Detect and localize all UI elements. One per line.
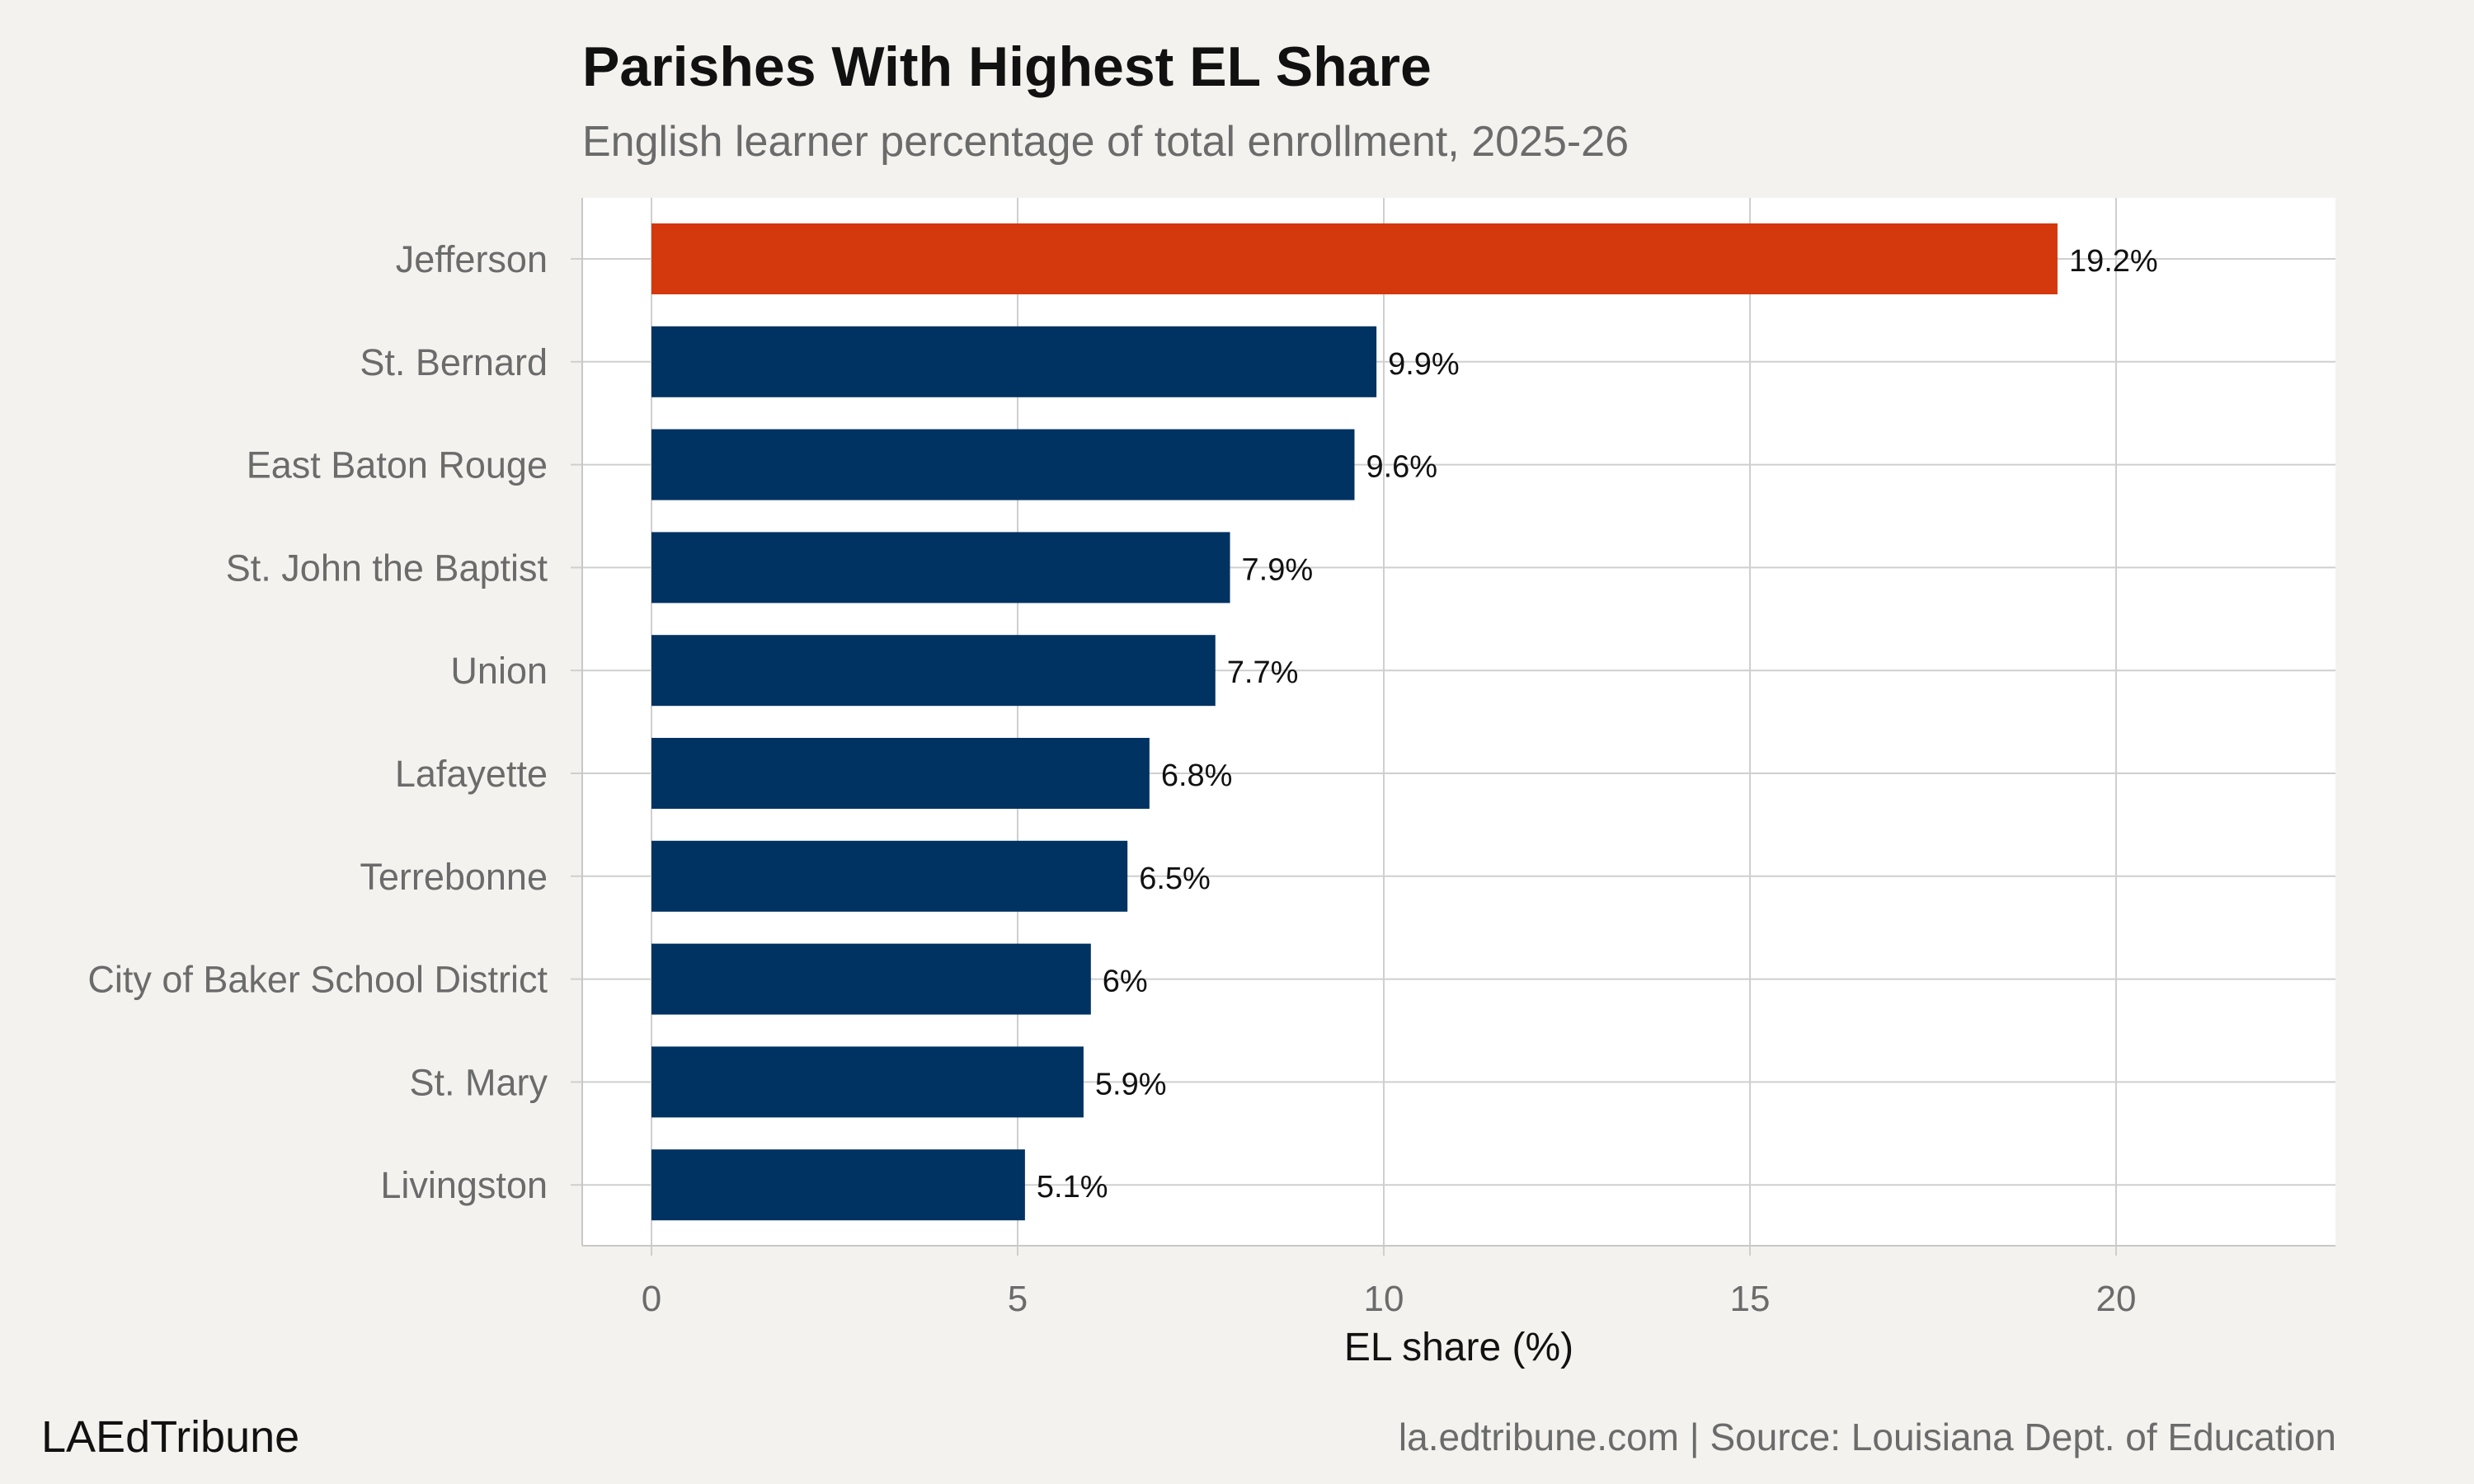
bar-union bbox=[651, 635, 1216, 707]
data-labels: 19.2% 9.9% 9.6% 7.9% 7.7% 6.8% 6.5% 6% 5.9% 5.1% bbox=[1037, 244, 2158, 1205]
y-axis-labels: Jefferson St. Bernard East Baton Rouge St. … bbox=[87, 238, 582, 1206]
y-category-label: St. John the Baptist bbox=[226, 547, 548, 589]
bar-east-baton-rouge bbox=[651, 429, 1355, 500]
bar-st-bernard bbox=[651, 326, 1377, 397]
x-axis-title: EL share (%) bbox=[1344, 1326, 1573, 1369]
source-credit: la.edtribune.com | Source: Louisiana Dep… bbox=[1398, 1416, 2336, 1458]
data-label: 6% bbox=[1103, 965, 1148, 999]
bar-jefferson bbox=[651, 223, 2058, 294]
data-label: 9.9% bbox=[1388, 347, 1460, 382]
bar-livingston bbox=[651, 1149, 1025, 1221]
bar-lafayette bbox=[651, 738, 1150, 809]
data-label: 6.8% bbox=[1161, 758, 1233, 793]
y-category-label: Terrebonne bbox=[360, 856, 548, 898]
bar-st-mary bbox=[651, 1046, 1084, 1118]
y-category-label: East Baton Rouge bbox=[247, 444, 548, 486]
brand-logo-text: LAEdTribune bbox=[41, 1412, 300, 1462]
x-tick-label: 0 bbox=[642, 1279, 661, 1319]
y-category-label: Lafayette bbox=[395, 753, 548, 795]
bars bbox=[651, 223, 2058, 1221]
data-label: 5.9% bbox=[1095, 1067, 1167, 1101]
y-category-label: Livingston bbox=[380, 1164, 548, 1206]
chart-subtitle: English learner percentage of total enro… bbox=[582, 118, 1630, 166]
y-category-label: St. Bernard bbox=[360, 341, 548, 383]
data-label: 7.9% bbox=[1242, 552, 1314, 587]
data-label: 6.5% bbox=[1139, 862, 1211, 896]
data-label: 9.6% bbox=[1366, 450, 1437, 485]
x-tick-label: 5 bbox=[1008, 1279, 1028, 1319]
chart-title: Parishes With Highest EL Share bbox=[582, 35, 1432, 98]
y-category-label: City of Baker School District bbox=[87, 959, 548, 1001]
x-tick-label: 20 bbox=[2096, 1279, 2137, 1319]
y-category-label: St. Mary bbox=[409, 1061, 548, 1103]
bar-terrebonne bbox=[651, 840, 1128, 912]
y-category-label: Union bbox=[450, 650, 548, 692]
bar-st-john-the-baptist bbox=[651, 532, 1230, 603]
x-tick-label: 10 bbox=[1364, 1279, 1404, 1319]
data-label: 5.1% bbox=[1037, 1170, 1108, 1205]
x-axis-ticks: 0 5 10 15 20 bbox=[642, 1246, 2137, 1319]
y-category-label: Jefferson bbox=[396, 238, 548, 280]
bar-city-of-baker-school-district bbox=[651, 943, 1091, 1015]
x-tick-label: 15 bbox=[1730, 1279, 1771, 1319]
data-label: 19.2% bbox=[2069, 244, 2158, 279]
data-label: 7.7% bbox=[1227, 655, 1299, 690]
